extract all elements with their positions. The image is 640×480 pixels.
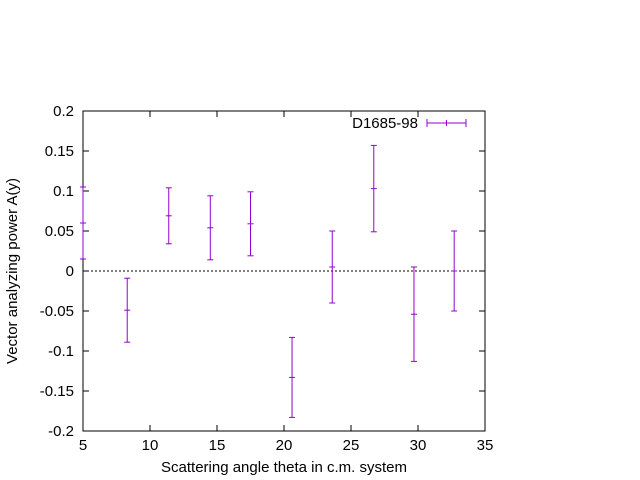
data-point [451,230,458,312]
x-tick-label: 25 [343,437,360,454]
x-tick-label: 15 [209,437,226,454]
data-point [165,187,172,245]
x-tick-label: 20 [276,437,293,454]
y-tick-label: 0 [66,263,74,280]
data-point [370,144,377,233]
data-point [289,336,296,418]
x-tick-label: 30 [410,437,427,454]
y-axis-title: Vector analyzing power A(y) [4,178,21,364]
x-axis-title: Scattering angle theta in c.m. system [161,459,407,476]
data-point [329,230,336,304]
data-point [207,195,214,261]
y-tick-label: 0.1 [53,183,74,200]
y-tick-label: 0.05 [45,223,74,240]
legend: D1685-98 [352,115,467,132]
data-point [410,266,417,362]
y-tick-label: -0.2 [48,423,74,440]
y-tick-label: -0.05 [40,303,74,320]
data-point [247,191,254,257]
x-tick-label: 5 [79,437,87,454]
y-tick-label: 0.2 [53,103,74,120]
x-tick-label: 10 [142,437,159,454]
legend-label: D1685-98 [352,115,418,132]
ticks-layer: 5 10 15 20 25 30 35 0.2 0.15 0.1 0.05 0 -0.05 -0.1 -0.… [40,103,494,454]
data-layer [80,144,458,418]
y-tick-label: -0.1 [48,343,74,360]
data-point [80,186,86,260]
y-tick-label: -0.15 [40,383,74,400]
y-tick-label: 0.15 [45,143,74,160]
data-point [124,277,131,343]
x-tick-label: 35 [477,437,494,454]
legend-sample [426,119,467,127]
